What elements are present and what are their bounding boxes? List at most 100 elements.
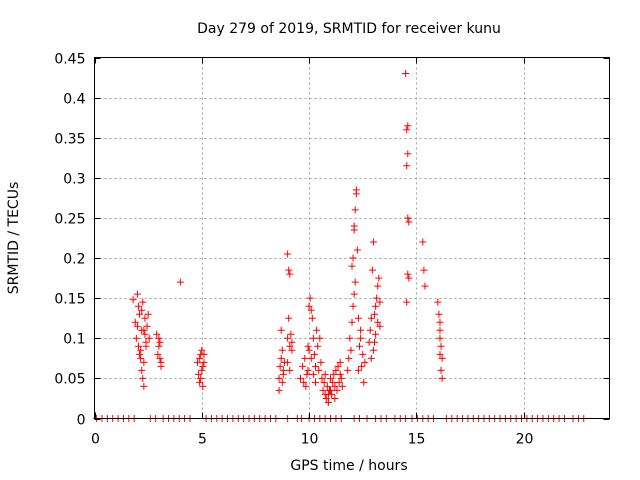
x-tick-label: 0 <box>91 432 100 448</box>
data-point <box>436 318 444 326</box>
data-point <box>194 358 201 366</box>
data-point <box>285 266 293 274</box>
data-point <box>131 318 139 326</box>
data-point <box>284 358 292 366</box>
axis-ticks <box>94 57 610 420</box>
y-tick-label: 0.05 <box>54 372 85 388</box>
data-point <box>154 350 162 358</box>
x-tick-label: 20 <box>516 432 534 448</box>
data-point <box>357 334 365 342</box>
data-point <box>134 342 142 350</box>
data-point <box>359 350 367 358</box>
data-point <box>404 150 412 158</box>
x-tick-label: 15 <box>408 432 426 448</box>
data-point <box>157 358 165 366</box>
data-point <box>331 394 339 402</box>
data-point <box>200 358 208 366</box>
data-point <box>315 366 323 374</box>
data-point <box>336 370 344 378</box>
data-point <box>344 366 352 374</box>
data-point <box>288 346 296 354</box>
data-point <box>420 266 428 274</box>
data-point <box>277 354 285 362</box>
data-point <box>140 358 148 366</box>
data-point <box>284 250 292 258</box>
y-tick-labels: 0 0.05 0.1 0.15 0.2 0.25 0.3 0.35 0.4 0.45 <box>54 52 85 429</box>
data-point <box>323 382 331 390</box>
data-point <box>403 162 411 170</box>
data-point <box>371 338 379 346</box>
y-tick-label: 0.25 <box>54 212 85 228</box>
data-point <box>297 374 304 382</box>
data-point <box>195 370 203 378</box>
data-point <box>198 366 206 374</box>
data-point <box>374 318 382 326</box>
data-point <box>374 282 382 290</box>
x-tick-label: 5 <box>198 432 207 448</box>
data-point <box>140 382 148 390</box>
x-tick-label: 10 <box>301 432 319 448</box>
data-point <box>286 270 294 278</box>
data-point <box>375 274 383 282</box>
data-point <box>419 238 427 246</box>
data-point <box>301 354 309 362</box>
data-point <box>367 354 375 362</box>
data-point <box>312 378 320 386</box>
data-point <box>316 334 324 342</box>
chart-title: Day 279 of 2019, SRMTID for receiver kun… <box>197 21 501 37</box>
data-point <box>141 314 149 322</box>
data-point <box>142 342 150 350</box>
data-point <box>196 354 204 362</box>
data-point <box>156 338 164 346</box>
data-point <box>346 334 354 342</box>
data-point <box>348 262 356 270</box>
data-point <box>368 266 376 274</box>
data-point <box>351 278 359 286</box>
data-point <box>278 346 286 354</box>
data-point <box>309 370 317 378</box>
data-point <box>331 382 339 390</box>
data-point <box>307 306 315 314</box>
data-point <box>353 246 361 254</box>
data-point <box>327 386 335 394</box>
data-point <box>140 326 148 334</box>
y-axis-label: SRMTID / TECUs <box>6 182 22 295</box>
data-point <box>369 346 377 354</box>
data-point <box>336 358 344 366</box>
data-point <box>287 330 295 338</box>
data-point <box>332 366 340 374</box>
data-point <box>302 382 310 390</box>
data-point <box>404 270 412 278</box>
data-point <box>345 354 353 362</box>
data-point <box>277 326 285 334</box>
data-point <box>155 342 163 350</box>
data-point <box>333 386 341 394</box>
data-point <box>286 342 294 350</box>
data-point <box>318 374 326 382</box>
data-point <box>338 382 346 390</box>
data-point <box>141 330 149 338</box>
data-point <box>369 238 377 246</box>
data-point <box>403 298 411 306</box>
data-point <box>196 378 204 386</box>
data-point <box>438 354 446 362</box>
data-point <box>278 378 286 386</box>
data-point <box>434 298 442 306</box>
data-point <box>366 326 374 334</box>
data-point <box>376 322 384 330</box>
x-axis-label: GPS time / hours <box>290 458 407 474</box>
data-point <box>305 346 313 354</box>
data-point <box>317 358 325 366</box>
y-tick-label: 0.45 <box>54 52 85 68</box>
data-point <box>360 378 368 386</box>
data-point <box>354 366 362 374</box>
data-point <box>285 314 293 322</box>
data-point <box>436 334 444 342</box>
data-point <box>133 290 141 298</box>
data-point <box>138 306 146 314</box>
data-point <box>306 294 314 302</box>
data-point <box>421 282 429 290</box>
data-point <box>347 346 355 354</box>
data-point <box>337 374 345 382</box>
